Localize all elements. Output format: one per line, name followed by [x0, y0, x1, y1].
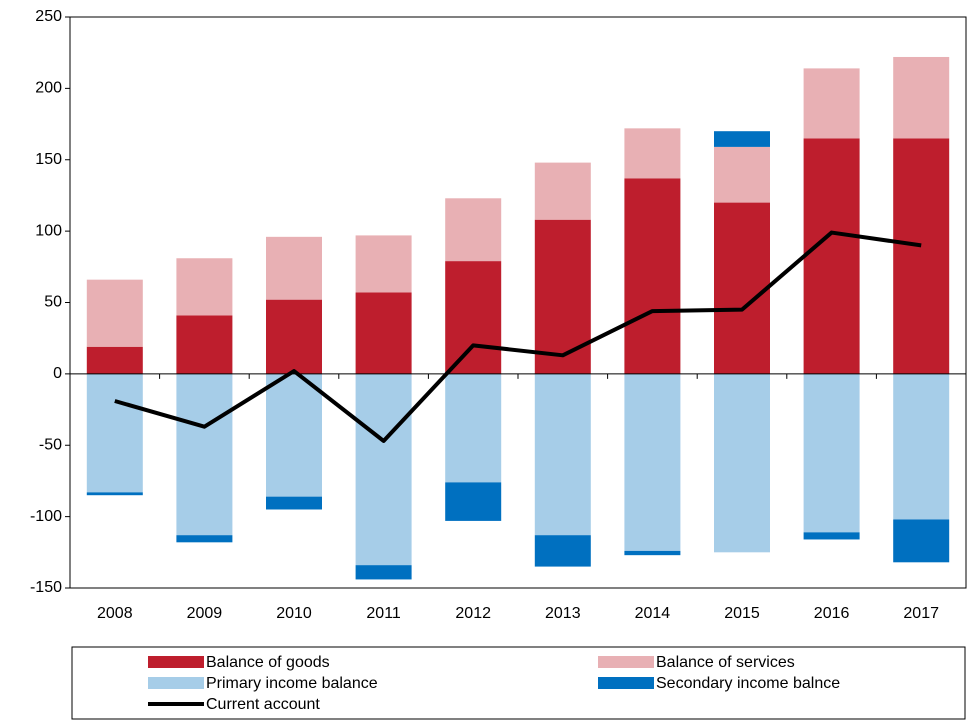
- bar-segment: [714, 373, 770, 553]
- bar-segment: [86, 373, 143, 493]
- bar-segment: [266, 236, 322, 300]
- legend-swatch: [148, 677, 204, 689]
- line-series: [114, 230, 922, 443]
- x-tick-label: 2012: [455, 605, 491, 622]
- legend-box: [71, 646, 966, 720]
- bar-segment: [534, 373, 591, 536]
- bar-segment: [86, 492, 143, 496]
- legend-label: Primary income balance: [206, 675, 378, 692]
- legend-swatch: [598, 656, 654, 668]
- bar-segment: [534, 219, 591, 374]
- bar-segment: [266, 496, 322, 510]
- legend-label: Current account: [206, 696, 320, 713]
- legend-label: Balance of goods: [206, 654, 330, 671]
- y-tick-label: -150: [30, 579, 62, 596]
- bar-segment: [624, 128, 681, 179]
- y-tick-label: 0: [53, 365, 62, 382]
- x-tick-label: 2015: [724, 605, 760, 622]
- y-tick-label: 100: [35, 222, 62, 239]
- x-tick-label: 2011: [366, 605, 401, 622]
- bar-segment: [176, 315, 233, 374]
- legend-label: Balance of services: [656, 654, 795, 671]
- bar-segment: [355, 292, 412, 374]
- legend-swatch: [598, 677, 654, 689]
- x-tick-label: 2016: [814, 605, 850, 622]
- bar-segment: [624, 373, 681, 551]
- bar-segment: [803, 373, 860, 533]
- y-tick-label: 200: [35, 80, 62, 97]
- bar-segment: [893, 373, 950, 520]
- bar-segment: [534, 162, 591, 220]
- bar-segment: [534, 535, 591, 567]
- bar-segment: [266, 373, 322, 497]
- bar-segment: [714, 146, 770, 203]
- bar-segment: [176, 535, 233, 543]
- bar-segment: [445, 198, 502, 262]
- bar-segment: [176, 373, 233, 536]
- bar-segment: [714, 202, 770, 374]
- bar-segment: [86, 346, 143, 374]
- bar-segment: [624, 178, 681, 374]
- y-tick-label: -100: [30, 508, 62, 525]
- x-tick-label: 2013: [545, 605, 581, 622]
- bar-segment: [445, 482, 502, 521]
- y-tick-label: -50: [39, 436, 62, 453]
- x-tick-label: 2014: [635, 605, 671, 622]
- bar-segment: [176, 258, 233, 316]
- legend-swatch: [148, 656, 204, 668]
- x-tick-label: 2009: [187, 605, 223, 622]
- y-tick-label: 150: [35, 151, 62, 168]
- y-tick-label: 250: [35, 8, 62, 25]
- bar-segment: [355, 565, 412, 580]
- x-tick-label: 2010: [276, 605, 312, 622]
- bar-segment: [86, 279, 143, 347]
- bar-segment: [714, 131, 770, 147]
- y-tick-label: 50: [44, 294, 62, 311]
- bar-segment: [355, 373, 412, 566]
- bar-segment: [624, 550, 681, 556]
- bar-segment: [355, 235, 412, 293]
- bar-segment: [266, 299, 322, 374]
- bar-segment: [893, 56, 950, 139]
- bar-segment: [893, 138, 950, 374]
- bar-segment: [803, 138, 860, 374]
- bar-segment: [893, 519, 950, 563]
- x-tick-label: 2008: [97, 605, 133, 622]
- legend-label: Secondary income balnce: [656, 675, 840, 692]
- bar-segment: [445, 373, 502, 483]
- bar-segment: [803, 532, 860, 540]
- x-tick-label: 2017: [903, 605, 939, 622]
- bar-segment: [445, 261, 502, 374]
- bar-segment: [803, 68, 860, 139]
